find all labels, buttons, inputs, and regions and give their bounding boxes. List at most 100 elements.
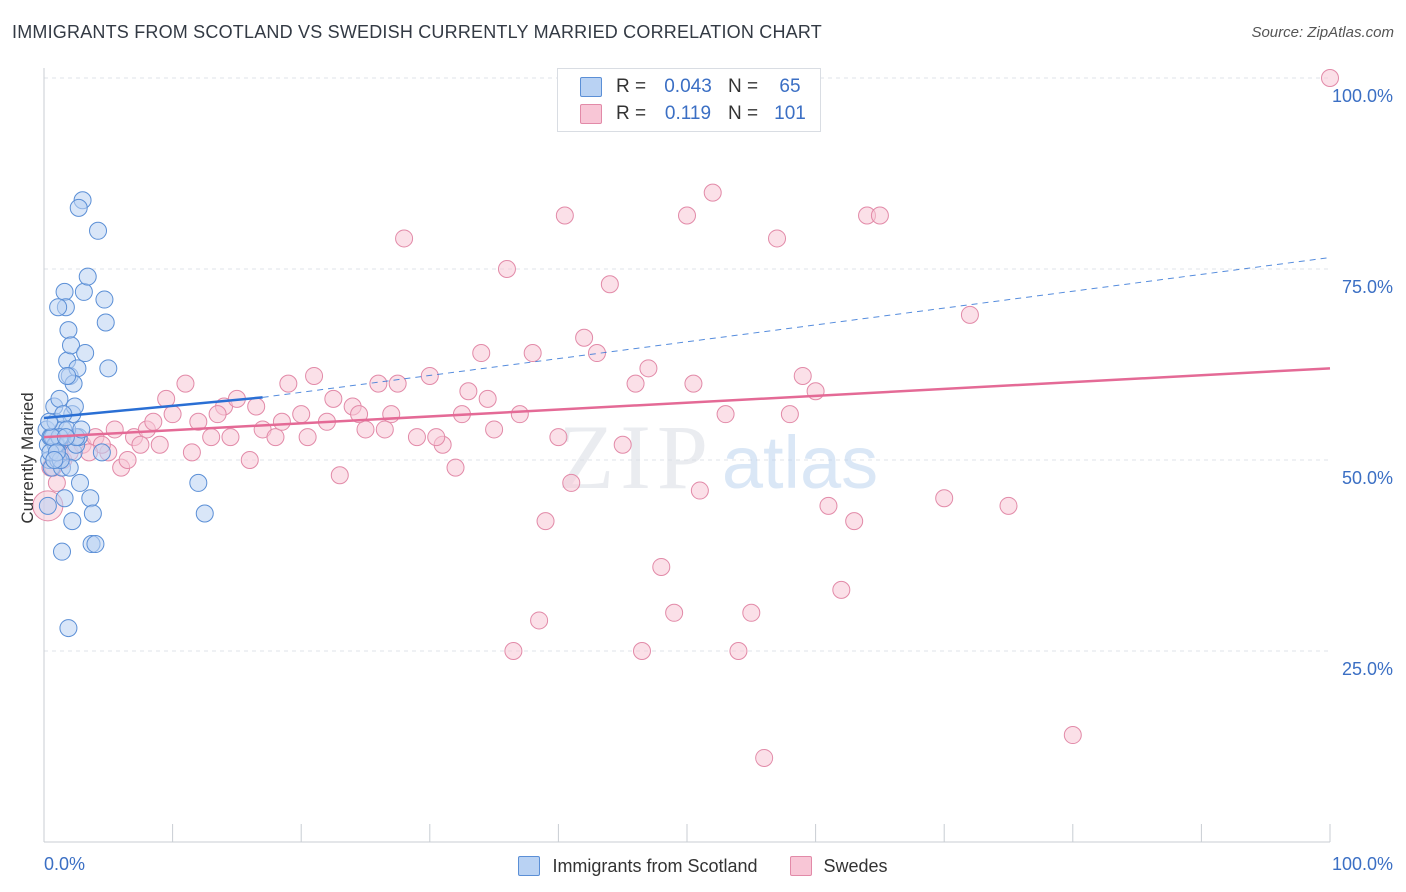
legend-swatch-swedes [580, 104, 602, 124]
y-tick-label: 75.0% [1342, 277, 1393, 297]
data-point [150, 435, 169, 454]
data-point [195, 504, 214, 523]
tick-labels: 25.0% 50.0% 75.0% 100.0% 0.0% 100.0% [44, 86, 1393, 874]
trend-line-scotland [43, 396, 263, 420]
legend-r-label: R = [616, 76, 647, 97]
data-point [83, 504, 102, 523]
series-legend: Immigrants from Scotland Swedes [0, 853, 1406, 879]
data-point [69, 198, 88, 217]
stats-legend: R = 0.043 N = 65 R = 0.119 N = 101 [557, 68, 821, 132]
legend-swatch-scotland [580, 77, 602, 97]
data-point [587, 344, 606, 363]
data-point [356, 420, 375, 439]
watermark-atlas: atlas [722, 421, 878, 504]
series-scotland [37, 191, 214, 638]
data-point [549, 428, 568, 447]
data-point [118, 451, 137, 469]
data-point [716, 405, 735, 424]
data-point [575, 328, 594, 347]
data-point [324, 389, 343, 408]
chart-title: IMMIGRANTS FROM SCOTLAND VS SWEDISH CURR… [12, 22, 822, 42]
data-point [530, 611, 549, 630]
data-point [632, 642, 651, 660]
data-point [555, 206, 574, 225]
data-point [613, 435, 632, 454]
data-point [504, 642, 523, 660]
series-swedes [32, 69, 1339, 767]
data-point [53, 542, 72, 561]
trend-lines [43, 257, 1331, 439]
data-point [870, 206, 889, 225]
data-point [626, 374, 645, 393]
data-point [221, 428, 240, 447]
data-point [510, 405, 529, 424]
legend-item-swedes[interactable]: Swedes [789, 855, 888, 877]
data-point [189, 473, 208, 492]
data-point [240, 451, 259, 469]
data-point [742, 603, 761, 622]
trend-line-scotland-extension [262, 257, 1331, 398]
data-point [684, 374, 703, 393]
data-point [58, 366, 77, 385]
y-axis-label: Currently Married [18, 392, 37, 524]
data-point [182, 443, 201, 462]
legend-item-scotland[interactable]: Immigrants from Scotland [518, 855, 758, 877]
data-point [78, 267, 97, 286]
data-point [395, 229, 414, 248]
data-point [832, 580, 851, 599]
data-point [272, 412, 291, 431]
data-point [55, 489, 74, 508]
data-point [38, 496, 57, 515]
data-point [350, 405, 369, 424]
data-point [163, 405, 182, 424]
y-tick-label: 25.0% [1342, 659, 1393, 679]
legend-swatch-scotland [518, 856, 541, 876]
data-point [71, 473, 90, 492]
source-label: Source: ZipAtlas.com [1251, 24, 1394, 41]
data-point [55, 282, 74, 301]
data-point [47, 473, 66, 492]
data-point [652, 557, 671, 576]
data-point [279, 374, 298, 393]
data-point [208, 405, 227, 424]
data-point [59, 619, 78, 638]
data-point [81, 489, 100, 508]
data-point [45, 451, 64, 469]
data-point [92, 443, 111, 462]
data-point [176, 374, 195, 393]
legend-n-label: N = [728, 103, 759, 124]
data-point [420, 366, 439, 385]
legend-row-swedes: R = 0.119 N = 101 [580, 102, 810, 126]
data-point [99, 359, 118, 378]
data-point [407, 428, 426, 447]
data-point [63, 512, 82, 531]
data-point [485, 420, 504, 439]
data-point [755, 748, 774, 767]
data-point [678, 206, 696, 225]
data-point [131, 435, 150, 454]
data-point [74, 282, 93, 301]
data-point [472, 344, 491, 363]
data-point [86, 535, 105, 554]
data-point [62, 336, 81, 355]
data-point [819, 496, 838, 515]
data-point [665, 603, 684, 622]
legend-n-value: 101 [774, 103, 806, 124]
data-point [446, 458, 465, 477]
data-point [105, 420, 124, 439]
data-point [382, 405, 401, 424]
y-tick-label: 100.0% [1332, 86, 1393, 106]
data-point [523, 344, 542, 363]
data-point [793, 366, 812, 385]
legend-r-value: 0.119 [664, 103, 712, 124]
legend-label-swedes: Swedes [823, 855, 888, 876]
data-point [89, 221, 108, 240]
legend-swatch-swedes [789, 856, 812, 876]
data-point [427, 428, 446, 447]
watermark-zip: ZIP [558, 406, 714, 508]
watermark: ZIP atlas [558, 406, 878, 508]
data-point [536, 512, 555, 531]
legend-label-scotland: Immigrants from Scotland [552, 855, 758, 876]
data-point [690, 481, 709, 500]
